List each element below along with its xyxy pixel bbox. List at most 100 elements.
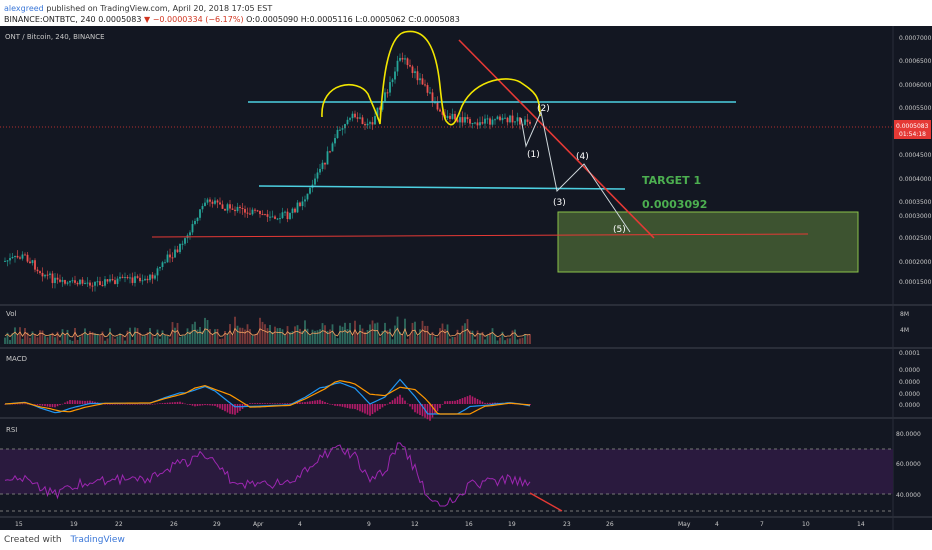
candle-body (219, 202, 221, 205)
volume-bar (131, 339, 134, 344)
macd-histogram-bar (4, 404, 6, 405)
candle-body (364, 124, 366, 126)
volume-bar (269, 324, 271, 344)
volume-bar (371, 320, 374, 344)
candle-body (346, 119, 349, 125)
volume-bar (499, 337, 501, 344)
candle-body (94, 281, 96, 286)
volume-bar (376, 322, 379, 344)
volume-bar (394, 325, 396, 344)
candle-body (54, 277, 56, 284)
candle-body (226, 204, 229, 211)
macd-histogram-bar (139, 404, 141, 405)
macd-histogram-bar (69, 400, 71, 404)
macd-histogram-bar (246, 404, 249, 406)
macd-histogram-bar (26, 403, 29, 405)
volume-bar (171, 322, 174, 344)
volume-bar (346, 329, 349, 344)
volume-bar (509, 338, 511, 344)
time-tick: 19 (70, 521, 78, 528)
volume-bar (31, 331, 34, 344)
candle-body (104, 279, 106, 286)
candle-body (511, 115, 514, 123)
volume-tick-8m: 8M (900, 311, 909, 318)
volume-bar (281, 329, 284, 344)
macd-histogram-bar (36, 404, 39, 405)
volume-bar (424, 325, 426, 344)
volume-bar (214, 329, 216, 344)
author-link[interactable]: alexgreed (4, 4, 44, 13)
macd-histogram-bar (381, 404, 384, 408)
candle-body (384, 92, 386, 102)
volume-bar (484, 339, 486, 344)
macd-histogram-bar (461, 398, 464, 404)
volume-bar (206, 320, 209, 344)
volume-bar (91, 332, 94, 344)
macd-line (4, 378, 531, 415)
volume-bar (351, 335, 354, 344)
macd-histogram-bar (159, 403, 161, 404)
candle-body (499, 116, 501, 121)
macd-histogram-bar (476, 399, 479, 404)
candle-body (151, 274, 154, 279)
volume-bar (429, 334, 431, 344)
tradingview-logo-link[interactable]: TradingView (70, 535, 125, 545)
candle-body (211, 201, 214, 204)
candle-body (529, 121, 531, 124)
candle-body (291, 208, 294, 213)
macd-histogram-bar (334, 404, 336, 406)
volume-bar (229, 324, 231, 344)
candle-body (9, 258, 11, 261)
candle-body (504, 117, 506, 119)
candle-body (286, 211, 289, 220)
volume-bar (96, 333, 99, 344)
volume-bar (126, 330, 129, 344)
candle-body (299, 202, 301, 207)
macd-histogram-bar (336, 404, 339, 407)
price-tick: 0.0004000 (899, 176, 932, 183)
candle-body (411, 66, 414, 74)
volume-bar (234, 316, 236, 344)
macd-histogram-bar (274, 403, 276, 404)
volume-bar (64, 334, 66, 344)
chart-area[interactable]: ONT / Bitcoin, 240, BINANCE (1) (2) (3) … (0, 26, 932, 530)
candle-body (461, 117, 464, 123)
candle-body (169, 254, 171, 258)
macd-histogram-bar (59, 404, 61, 406)
candle-body (74, 280, 76, 283)
macd-histogram-bar (21, 403, 24, 405)
candle-body (456, 119, 459, 123)
macd-histogram-bar (234, 404, 236, 415)
macd-histogram-bar (436, 404, 439, 412)
volume-bar (379, 337, 381, 344)
macd-histogram-bar (379, 404, 381, 410)
volume-bar (491, 328, 494, 344)
macd-histogram-bar (411, 404, 414, 410)
volume-bar (139, 332, 141, 344)
macd-histogram-bar (199, 404, 201, 406)
macd-histogram-bar (66, 401, 69, 404)
macd-histogram-bar (386, 403, 389, 405)
candle-body (376, 107, 379, 117)
volume-bar (336, 338, 339, 344)
volume-bar (34, 334, 36, 344)
macd-histogram-bar (206, 404, 209, 406)
time-tick: 4 (715, 521, 719, 528)
macd-histogram-bar (349, 404, 351, 409)
candle-body (394, 71, 396, 80)
candle-body (386, 92, 389, 94)
candle-body (221, 204, 224, 209)
macd-histogram-bar (86, 400, 89, 404)
volume-bar (456, 329, 459, 344)
candle-body (494, 119, 496, 121)
volume-bar (141, 336, 144, 344)
candle-body (414, 71, 416, 74)
volume-bar (109, 328, 111, 344)
candle-body (61, 280, 64, 282)
macd-histogram-bar (469, 395, 471, 404)
candle-body (59, 279, 61, 282)
candle-body (4, 260, 6, 262)
macd-histogram-bar (426, 404, 429, 420)
macd-histogram-bar (431, 404, 434, 418)
macd-axis: 0.0001 0.0000 0.0000 0.0000 0.0000 (899, 350, 920, 409)
